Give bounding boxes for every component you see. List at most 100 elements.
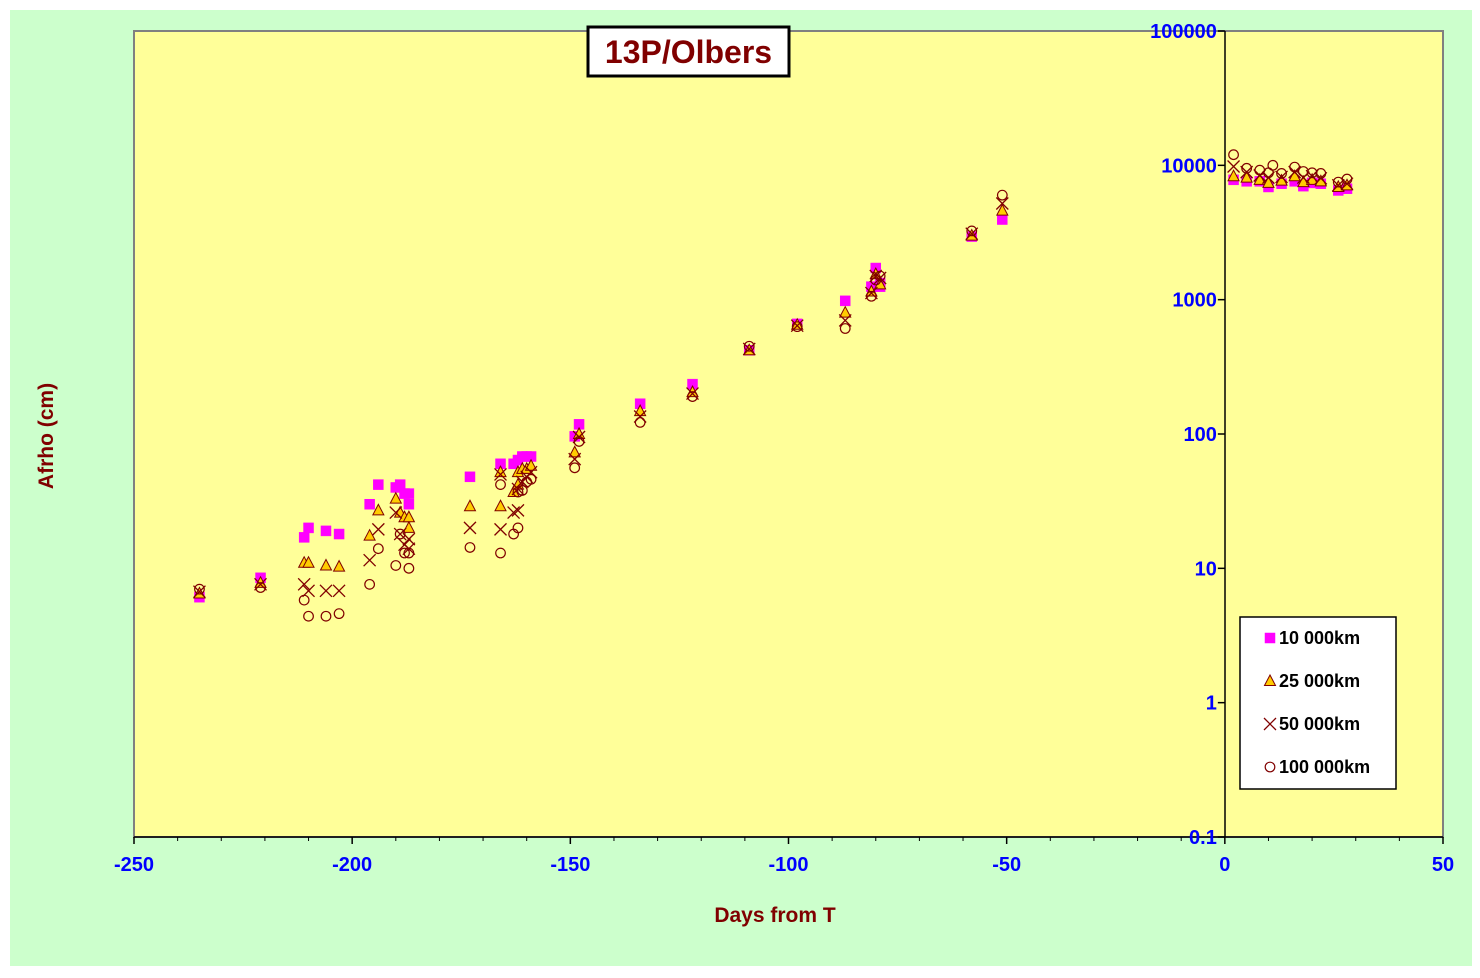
data-point-50000km <box>389 506 403 520</box>
data-point-100000km <box>333 608 345 620</box>
data-point-100000km <box>1228 149 1239 161</box>
data-point-10000km <box>333 528 345 540</box>
legend-label: 50 000km <box>1279 714 1360 734</box>
data-point-100000km <box>298 594 310 606</box>
data-point-100000km <box>364 578 376 590</box>
x-tick-label: -250 <box>114 854 154 876</box>
data-point-100000km <box>996 189 1008 201</box>
data-point-25000km <box>319 558 333 571</box>
data-point-25000km <box>1263 673 1277 686</box>
legend-label: 25 000km <box>1279 671 1360 691</box>
x-tick-label: 0 <box>1219 854 1230 876</box>
data-point-50000km <box>864 286 878 300</box>
data-point-100000km <box>372 543 384 555</box>
legend-box <box>1239 616 1397 790</box>
chart-title-box: 13P/Olbers <box>586 25 791 78</box>
data-point-100000km <box>1341 173 1353 185</box>
x-axis-ticks: -250 -200 -150 -100 -50 0 50 <box>114 837 1454 876</box>
data-point-50000km <box>1275 170 1289 184</box>
data-point-100000km <box>403 562 415 574</box>
data-point-100000km <box>866 290 877 302</box>
x-tick-label: -50 <box>992 854 1021 876</box>
data-point-10000km <box>403 498 415 510</box>
data-point-25000km <box>1227 169 1240 182</box>
y-tick-label: 1 <box>1206 693 1217 715</box>
data-point-100000km <box>303 610 314 622</box>
data-point-10000km <box>997 214 1008 225</box>
legend-label: 100 000km <box>1279 757 1370 777</box>
data-point-10000km <box>364 498 375 510</box>
data-point-100000km <box>516 485 528 496</box>
y-tick-label: 10000 <box>1161 155 1217 177</box>
data-point-50000km <box>838 314 852 327</box>
data-point-25000km <box>1262 175 1275 188</box>
data-point-100000km <box>512 486 524 498</box>
data-point-25000km <box>838 305 852 318</box>
data-markers <box>192 149 1354 622</box>
y-tick-label: 100 <box>1183 424 1216 446</box>
chart-title: 13P/Olbers <box>605 34 772 70</box>
data-point-50000km <box>1227 160 1241 173</box>
x-tick-label: 50 <box>1432 854 1454 876</box>
data-point-10000km <box>320 525 332 537</box>
data-point-10000km <box>298 532 310 543</box>
data-point-50000km <box>1263 717 1277 731</box>
data-point-50000km <box>463 521 477 535</box>
data-point-10000km <box>403 488 415 499</box>
data-point-100000km <box>399 547 410 559</box>
data-point-25000km <box>568 445 582 458</box>
data-point-50000km <box>568 452 582 466</box>
data-point-100000km <box>320 610 332 622</box>
data-point-25000km <box>873 277 887 290</box>
y-tick-label: 1000 <box>1172 290 1217 312</box>
data-point-100000km <box>495 547 506 559</box>
data-point-100000km <box>403 547 415 559</box>
data-point-50000km <box>254 577 267 591</box>
data-point-25000km <box>302 555 315 568</box>
data-point-25000km <box>332 559 346 572</box>
y-axis-title: Afrho (cm) <box>35 383 58 489</box>
legend: 10 000km 25 000km 50 000km 100 000km <box>1239 616 1397 790</box>
data-point-25000km <box>790 317 804 330</box>
y-axis-ticks: 0.1 1 10 100 1000 10000 100000 <box>1150 21 1225 849</box>
data-point-100000km <box>966 225 978 237</box>
data-point-10000km <box>839 295 851 307</box>
data-point-25000km <box>372 503 385 516</box>
data-point-10000km <box>303 522 314 534</box>
data-point-10000km <box>464 471 476 483</box>
data-point-100000km <box>525 473 537 485</box>
data-point-100000km <box>839 323 851 334</box>
y-tick-label: 10 <box>1195 558 1217 580</box>
data-point-50000km <box>511 503 525 517</box>
x-tick-label: -200 <box>332 854 372 876</box>
data-point-100000km <box>573 436 585 447</box>
data-point-100000km <box>569 462 581 474</box>
data-point-25000km <box>494 499 507 512</box>
data-point-25000km <box>389 491 403 504</box>
data-point-50000km <box>965 227 979 241</box>
data-point-50000km <box>363 553 377 567</box>
data-point-10000km <box>394 479 406 490</box>
data-point-50000km <box>995 197 1009 210</box>
data-point-50000km <box>371 522 385 536</box>
data-point-100000km <box>390 560 402 571</box>
x-tick-label: -150 <box>550 854 590 876</box>
data-point-25000km <box>524 458 538 471</box>
data-point-50000km <box>507 506 521 520</box>
data-point-100000km <box>1276 168 1287 179</box>
data-point-50000km <box>686 387 699 401</box>
data-point-50000km <box>494 467 507 481</box>
data-point-10000km <box>373 479 384 490</box>
data-point-25000km <box>1240 170 1253 183</box>
data-point-100000km <box>1297 166 1309 177</box>
data-point-50000km <box>332 584 346 598</box>
data-point-100000km <box>1289 161 1301 173</box>
data-point-50000km <box>297 577 311 591</box>
data-point-100000km <box>743 340 755 352</box>
data-point-50000km <box>319 584 333 598</box>
data-point-25000km <box>995 203 1009 216</box>
data-point-100000km <box>194 583 205 595</box>
data-point-100000km <box>634 416 646 428</box>
data-point-25000km <box>402 520 416 533</box>
